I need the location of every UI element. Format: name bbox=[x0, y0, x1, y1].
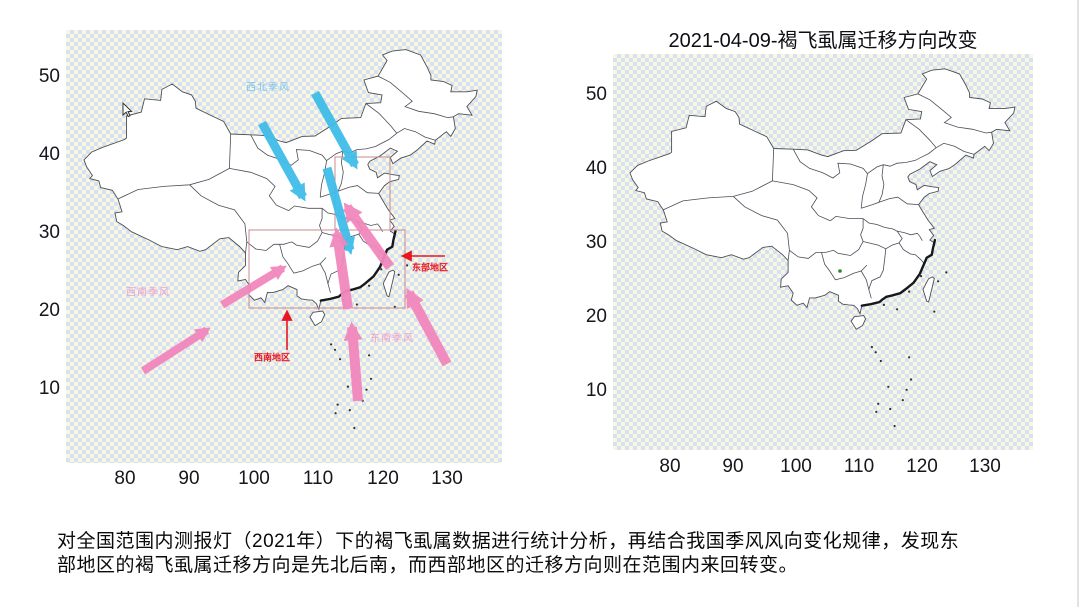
left-y-tick-40: 40 bbox=[38, 144, 60, 165]
right-x-tick-130: 130 bbox=[969, 456, 1001, 477]
right-y-tick-20: 20 bbox=[585, 306, 607, 327]
left-y-tick-30: 30 bbox=[38, 222, 60, 243]
southwest-region-label: 西南地区 bbox=[253, 352, 291, 363]
southeast-monsoon-label: 东南季风 bbox=[370, 333, 414, 345]
blue-monsoon-arrow-2 bbox=[311, 90, 359, 170]
right-y-tick-50: 50 bbox=[585, 84, 607, 105]
caption-line-1: 对全国范围内测报灯（2021年）下的褐飞虱属数据进行统计分析，再结合我国季风风向… bbox=[57, 531, 960, 552]
left-x-tick-80: 80 bbox=[114, 468, 136, 489]
caption-line-2: 部地区的褐飞虱属迁移方向是先北后南，而西部地区的迁移方向则在范围内来回转变。 bbox=[57, 555, 799, 576]
right-x-tick-100: 100 bbox=[780, 456, 812, 477]
right-x-tick-90: 90 bbox=[722, 456, 744, 477]
left-y-tick-20: 20 bbox=[38, 300, 60, 321]
right-y-tick-30: 30 bbox=[585, 232, 607, 253]
northwest-monsoon-label: 西北季风 bbox=[246, 82, 290, 94]
china-map-right bbox=[629, 68, 1016, 428]
left-y-tick-50: 50 bbox=[38, 66, 60, 87]
east-region-label: 东部地区 bbox=[411, 262, 449, 273]
pink-migration-arrow-4 bbox=[343, 321, 363, 402]
left-x-tick-100: 100 bbox=[238, 468, 270, 489]
pink-migration-arrow-1 bbox=[140, 326, 211, 375]
southwest-monsoon-label: 西南季风 bbox=[126, 287, 170, 299]
right-x-tick-120: 120 bbox=[906, 456, 938, 477]
pink-migration-arrow-5 bbox=[342, 202, 395, 270]
southwest-region-box bbox=[248, 229, 406, 309]
right-x-tick-80: 80 bbox=[659, 456, 681, 477]
left-x-tick-120: 120 bbox=[367, 468, 399, 489]
right-y-tick-10: 10 bbox=[585, 380, 607, 401]
right-map-title: 2021-04-09-褐飞虱属迁移方向改变 bbox=[668, 30, 978, 52]
left-map-plot: 西北季风 西南季风 东南季风 东部地区 西南地区 bbox=[66, 30, 502, 463]
pink-migration-arrow-3 bbox=[329, 227, 353, 310]
right-y-tick-40: 40 bbox=[585, 158, 607, 179]
left-x-tick-110: 110 bbox=[302, 468, 334, 489]
left-x-tick-90: 90 bbox=[178, 468, 200, 489]
pink-migration-arrow-6 bbox=[404, 287, 452, 367]
left-x-tick-130: 130 bbox=[431, 468, 463, 489]
left-y-tick-10: 10 bbox=[38, 378, 60, 399]
right-x-tick-110: 110 bbox=[843, 456, 875, 477]
figure-caption: 对全国范围内测报灯（2021年）下的褐飞虱属数据进行统计分析，再结合我国季风风向… bbox=[57, 530, 1042, 578]
blue-monsoon-arrow-1 bbox=[258, 120, 307, 202]
pink-migration-arrow-2 bbox=[219, 264, 287, 309]
left-map-annotations-layer bbox=[122, 90, 452, 402]
mouse-cursor-icon bbox=[122, 101, 133, 118]
right-map-plot bbox=[613, 54, 1033, 450]
